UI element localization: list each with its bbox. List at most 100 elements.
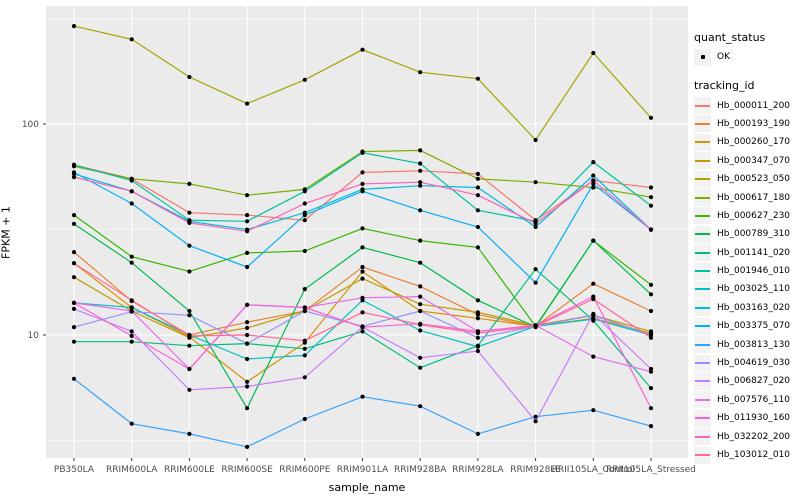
data-point[interactable] bbox=[360, 245, 365, 250]
data-point[interactable] bbox=[129, 260, 134, 265]
data-point[interactable] bbox=[129, 189, 134, 194]
data-point[interactable] bbox=[71, 250, 77, 255]
data-point[interactable] bbox=[71, 306, 77, 311]
legend-item-Hb_003813_130[interactable]: Hb_003813_130 bbox=[694, 335, 800, 354]
data-point[interactable] bbox=[418, 365, 423, 370]
data-point[interactable] bbox=[475, 298, 480, 303]
data-point[interactable] bbox=[360, 264, 365, 270]
data-point[interactable] bbox=[360, 295, 365, 300]
data-point[interactable] bbox=[360, 189, 365, 194]
data-point[interactable] bbox=[129, 308, 134, 314]
data-point[interactable] bbox=[187, 181, 192, 186]
data-point[interactable] bbox=[245, 406, 250, 411]
legend-item-Hb_011930_160[interactable]: Hb_011930_160 bbox=[694, 409, 800, 427]
data-point[interactable] bbox=[187, 366, 192, 372]
data-point[interactable] bbox=[648, 329, 654, 334]
data-point[interactable] bbox=[302, 346, 307, 351]
data-point[interactable] bbox=[648, 386, 654, 391]
data-point[interactable] bbox=[418, 294, 423, 299]
data-point[interactable] bbox=[475, 176, 480, 181]
data-point[interactable] bbox=[475, 193, 480, 198]
data-point[interactable] bbox=[533, 267, 538, 272]
data-point[interactable] bbox=[245, 444, 250, 449]
data-point[interactable] bbox=[71, 213, 77, 218]
legend-item-Hb_006827_020[interactable]: Hb_006827_020 bbox=[694, 372, 800, 390]
data-point[interactable] bbox=[71, 300, 77, 305]
data-point[interactable] bbox=[475, 171, 480, 176]
data-point[interactable] bbox=[360, 276, 365, 281]
data-point[interactable] bbox=[533, 324, 538, 329]
legend-item-Hb_001141_020[interactable]: Hb_001141_020 bbox=[694, 244, 800, 262]
data-point[interactable] bbox=[648, 292, 654, 297]
data-point[interactable] bbox=[187, 308, 192, 314]
data-point[interactable] bbox=[648, 369, 654, 374]
data-point[interactable] bbox=[302, 201, 307, 206]
legend-item-Hb_000789_310[interactable]: Hb_000789_310 bbox=[694, 225, 800, 243]
data-point[interactable] bbox=[302, 248, 307, 254]
data-point[interactable] bbox=[302, 308, 307, 314]
data-point[interactable] bbox=[475, 245, 480, 250]
data-point[interactable] bbox=[591, 238, 596, 243]
data-point[interactable] bbox=[245, 193, 250, 198]
data-point[interactable] bbox=[533, 280, 538, 285]
data-point[interactable] bbox=[245, 320, 250, 325]
data-point[interactable] bbox=[418, 328, 423, 333]
data-point[interactable] bbox=[648, 406, 654, 411]
data-point[interactable] bbox=[418, 183, 423, 188]
data-point[interactable] bbox=[187, 220, 192, 225]
legend-item-Hb_032202_200[interactable]: Hb_032202_200 bbox=[694, 427, 800, 446]
legend-item-Hb_003375_070[interactable]: Hb_003375_070 bbox=[694, 317, 800, 335]
data-point[interactable] bbox=[591, 181, 596, 186]
legend-item-Hb_000617_180[interactable]: Hb_000617_180 bbox=[694, 188, 800, 207]
data-point[interactable] bbox=[245, 219, 250, 224]
data-point[interactable] bbox=[591, 317, 596, 322]
legend-item-Hb_000011_200[interactable]: Hb_000011_200 bbox=[694, 96, 800, 115]
data-point[interactable] bbox=[245, 341, 250, 346]
data-point[interactable] bbox=[475, 344, 480, 349]
data-point[interactable] bbox=[591, 160, 596, 165]
data-point[interactable] bbox=[71, 261, 77, 266]
data-point[interactable] bbox=[245, 213, 250, 218]
data-point[interactable] bbox=[71, 339, 77, 344]
legend-item-Hb_003163_020[interactable]: Hb_003163_020 bbox=[694, 299, 800, 317]
data-point[interactable] bbox=[360, 394, 365, 399]
data-point[interactable] bbox=[129, 298, 134, 303]
data-point[interactable] bbox=[245, 332, 250, 338]
legend-item-Hb_000260_170[interactable]: Hb_000260_170 bbox=[694, 133, 800, 151]
data-point[interactable] bbox=[360, 170, 365, 175]
data-point[interactable] bbox=[418, 70, 423, 75]
data-point[interactable] bbox=[187, 313, 192, 318]
data-point[interactable] bbox=[418, 322, 423, 327]
data-point[interactable] bbox=[71, 275, 77, 280]
data-point[interactable] bbox=[591, 281, 596, 286]
data-point[interactable] bbox=[418, 260, 423, 265]
data-point[interactable] bbox=[245, 229, 250, 234]
data-point[interactable] bbox=[475, 331, 480, 336]
data-point[interactable] bbox=[591, 354, 596, 359]
legend-item-Hb_103012_010[interactable]: Hb_103012_010 bbox=[694, 446, 800, 464]
data-point[interactable] bbox=[648, 115, 654, 120]
data-point[interactable] bbox=[129, 305, 134, 310]
legend-item-Hb_000193_190[interactable]: Hb_000193_190 bbox=[694, 115, 800, 133]
data-point[interactable] bbox=[71, 221, 77, 226]
data-point[interactable] bbox=[418, 238, 423, 243]
data-point[interactable] bbox=[129, 201, 134, 206]
data-point[interactable] bbox=[591, 178, 596, 183]
data-point[interactable] bbox=[129, 37, 134, 42]
data-point[interactable] bbox=[418, 208, 423, 213]
data-point[interactable] bbox=[591, 408, 596, 413]
data-point[interactable] bbox=[71, 170, 77, 175]
data-point[interactable] bbox=[302, 353, 307, 358]
data-point[interactable] bbox=[302, 305, 307, 310]
data-point[interactable] bbox=[187, 343, 192, 348]
data-point[interactable] bbox=[129, 421, 134, 426]
data-point[interactable] bbox=[360, 47, 365, 52]
data-point[interactable] bbox=[71, 175, 77, 180]
data-point[interactable] bbox=[475, 310, 480, 315]
data-point[interactable] bbox=[71, 162, 77, 167]
data-point[interactable] bbox=[533, 414, 538, 419]
data-point[interactable] bbox=[360, 310, 365, 315]
data-point[interactable] bbox=[245, 325, 250, 330]
data-point[interactable] bbox=[648, 424, 654, 429]
data-point[interactable] bbox=[360, 181, 365, 186]
